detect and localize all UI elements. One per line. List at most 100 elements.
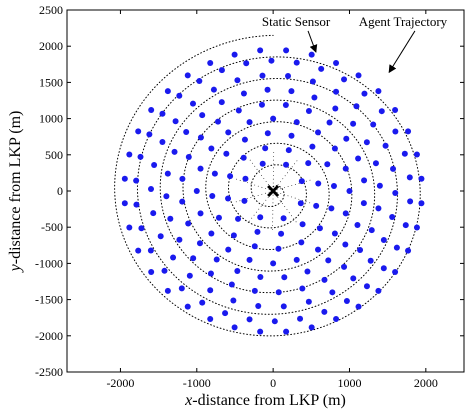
sensor-point xyxy=(147,247,154,254)
sensor-point xyxy=(218,99,225,106)
sensor-point xyxy=(333,60,340,67)
sensor-point xyxy=(315,180,322,187)
trajectory-path xyxy=(114,34,421,337)
sensor-point xyxy=(354,221,361,228)
sensor-point xyxy=(225,195,232,202)
y-tick-label: 1000 xyxy=(39,112,63,126)
sensor-point xyxy=(137,153,144,160)
sensor-point xyxy=(246,256,253,263)
annotation-label: Agent Trajectory xyxy=(359,14,448,29)
sensor-point xyxy=(262,145,269,152)
sensor-point xyxy=(207,60,214,67)
sensor-point xyxy=(393,244,400,251)
sensor-point xyxy=(151,161,158,168)
sensor-point xyxy=(305,108,312,115)
sensor-point xyxy=(392,128,399,135)
trajectory-spoke xyxy=(272,190,274,231)
sensor-point xyxy=(148,268,155,275)
sensor-point xyxy=(342,165,349,172)
sensor-point xyxy=(213,256,220,263)
sensor-point xyxy=(133,177,140,184)
trajectory-spoke xyxy=(232,190,274,204)
trajectory-spoke xyxy=(273,190,313,205)
sensor-point xyxy=(176,236,183,243)
sensor-point xyxy=(308,51,315,58)
sensor-point xyxy=(293,256,300,263)
axis-ticks: -2000 -1000 0 1000 2000 -2500 -2000 -1500 -1000 -… xyxy=(35,3,464,390)
sensor-point xyxy=(196,240,203,247)
sensor-point xyxy=(361,90,368,97)
sensor-point xyxy=(342,210,349,217)
sensor-point xyxy=(209,193,216,200)
sensor-point xyxy=(211,170,218,177)
sensor-point xyxy=(235,107,242,114)
sensor-point xyxy=(179,198,186,205)
sensor-point xyxy=(280,303,287,310)
trajectory-spoke xyxy=(273,178,314,192)
sensor-point xyxy=(329,289,336,296)
sensor-point xyxy=(333,315,340,322)
sensor-point xyxy=(331,230,338,237)
sensor-point xyxy=(367,257,374,264)
sensor-point xyxy=(231,51,238,58)
annotation-arrow xyxy=(388,30,416,74)
sensor-point xyxy=(197,134,204,141)
sensor-point xyxy=(161,267,168,274)
sensor-point xyxy=(326,119,333,126)
sensor-point xyxy=(297,315,304,322)
sensor-point xyxy=(271,318,278,325)
sensor-point xyxy=(234,77,241,84)
y-tick-label: -500 xyxy=(41,220,63,234)
sensor-point xyxy=(193,188,200,194)
sensor-point xyxy=(283,161,290,168)
sensor-point xyxy=(350,120,357,127)
sensor-point xyxy=(311,94,318,101)
sensor-point xyxy=(147,185,154,192)
sensor-point xyxy=(275,245,282,252)
annotations: Static Sensor Agent Trajectory xyxy=(262,14,448,74)
sensor-point xyxy=(164,287,171,294)
x-axis-label: x-distance from LKP (m) xyxy=(184,392,346,409)
y-tick-label: 2000 xyxy=(39,39,63,53)
sensor-point xyxy=(328,205,335,212)
sensor-point xyxy=(355,155,362,162)
sensor-point xyxy=(363,283,370,290)
sensor-point xyxy=(171,148,178,155)
x-tick-label: -1000 xyxy=(183,376,211,390)
sensor-point xyxy=(183,129,190,136)
sensor-point xyxy=(159,139,166,146)
sensor-point xyxy=(176,92,183,99)
sensor-point xyxy=(225,129,232,136)
sensor-point xyxy=(126,151,133,158)
y-tick-label: -1500 xyxy=(35,293,63,307)
sensor-point xyxy=(390,165,397,172)
sensor-point xyxy=(293,119,300,126)
sensor-point xyxy=(197,210,204,217)
sensor-point xyxy=(280,215,287,222)
sensor-point xyxy=(305,160,312,167)
sensor-point xyxy=(376,182,383,189)
sensor-point xyxy=(197,165,204,172)
sensor-point xyxy=(382,142,389,149)
y-tick-label: -1000 xyxy=(35,256,63,270)
sensor-point xyxy=(207,270,214,277)
sensor-point xyxy=(346,188,353,194)
sensor-point xyxy=(170,254,177,261)
sensor-point xyxy=(325,257,332,264)
sensor-point xyxy=(227,173,234,180)
sensor-point xyxy=(196,78,203,85)
sensor-point xyxy=(375,205,382,212)
sensor-point xyxy=(246,316,253,323)
sensor-point xyxy=(246,119,253,126)
sensor-point xyxy=(159,110,166,117)
x-tick-label: -2000 xyxy=(106,376,134,390)
sensor-point xyxy=(146,131,153,138)
sensor-point xyxy=(199,112,206,119)
sensor-point xyxy=(208,230,215,237)
sensor-point xyxy=(331,145,338,152)
sensor-point xyxy=(305,298,312,305)
sensor-point xyxy=(309,143,316,150)
x-tick-label: 0 xyxy=(270,376,276,390)
trajectory-spoke xyxy=(272,151,275,192)
